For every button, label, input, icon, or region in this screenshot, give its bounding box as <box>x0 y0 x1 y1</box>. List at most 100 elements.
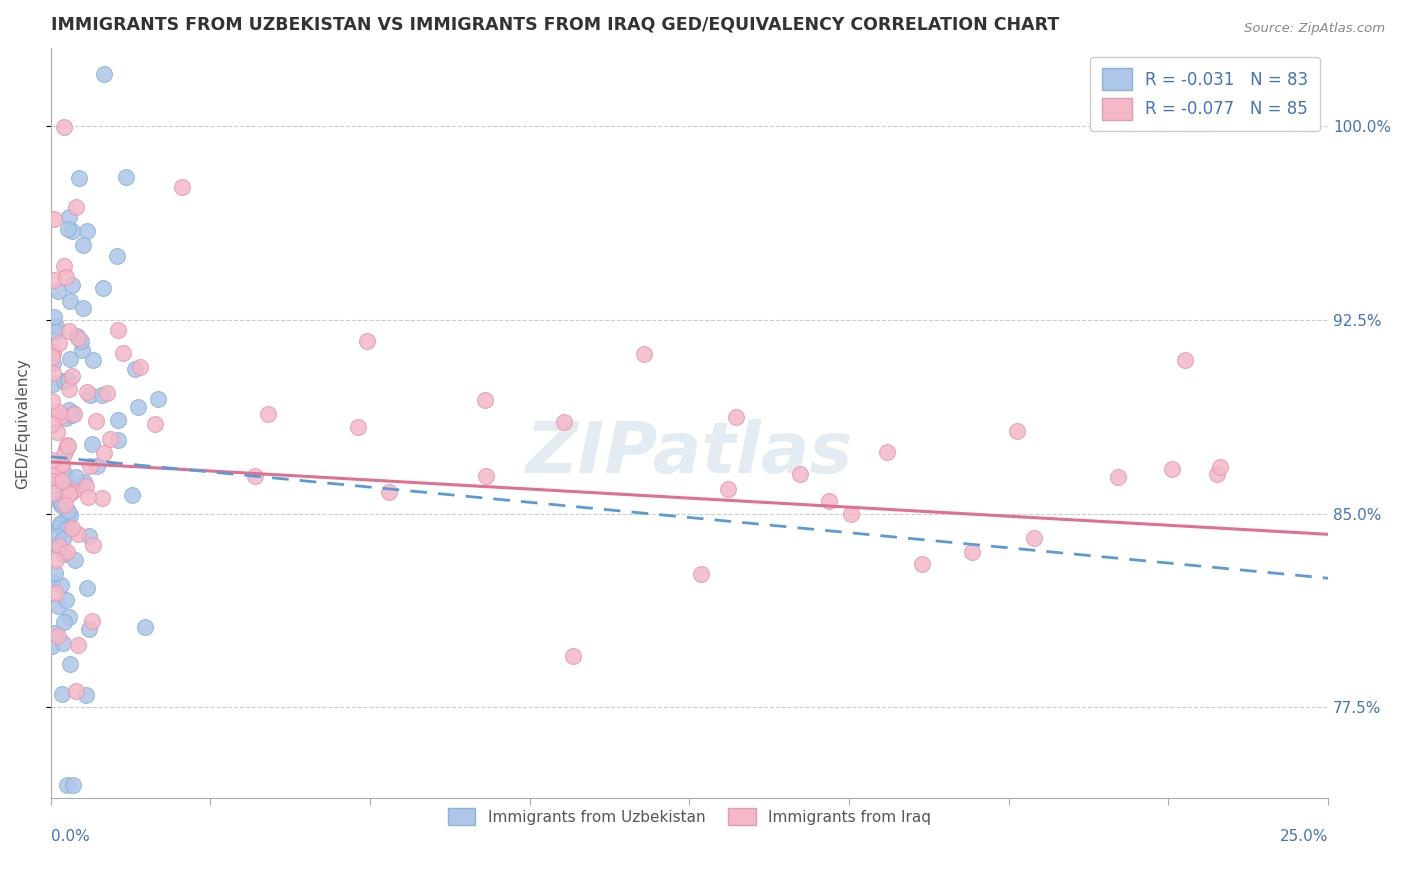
Point <box>346 419 368 434</box>
Point <box>911 558 934 572</box>
Point <box>45 552 67 566</box>
Point <box>70 343 93 358</box>
Point <box>58 211 80 225</box>
Point <box>245 469 267 483</box>
Point <box>65 200 87 214</box>
Point <box>72 238 94 252</box>
Point <box>51 516 73 530</box>
Point <box>1107 470 1129 484</box>
Point <box>75 688 97 702</box>
Point <box>46 425 69 439</box>
Legend: Immigrants from Uzbekistan, Immigrants from Iraq: Immigrants from Uzbekistan, Immigrants f… <box>441 802 936 831</box>
Point <box>44 566 66 581</box>
Y-axis label: GED/Equivalency: GED/Equivalency <box>15 358 30 489</box>
Point <box>51 474 73 488</box>
Point <box>111 346 134 360</box>
Point <box>76 490 98 504</box>
Point <box>82 538 104 552</box>
Point <box>93 67 115 81</box>
Point <box>49 520 72 534</box>
Point <box>58 657 80 671</box>
Point <box>41 367 63 381</box>
Point <box>124 361 146 376</box>
Point <box>98 433 121 447</box>
Point <box>41 640 63 654</box>
Point <box>474 392 496 407</box>
Point <box>59 293 82 308</box>
Point <box>45 326 67 340</box>
Point <box>58 504 80 518</box>
Point <box>91 388 114 402</box>
Point <box>725 409 748 424</box>
Point <box>55 410 77 425</box>
Point <box>52 374 75 388</box>
Point <box>52 532 75 546</box>
Point <box>48 529 70 543</box>
Point <box>93 446 115 460</box>
Point <box>62 778 84 792</box>
Point <box>58 487 80 501</box>
Point <box>55 467 77 482</box>
Point <box>60 521 83 535</box>
Point <box>49 496 72 510</box>
Point <box>378 484 401 499</box>
Point <box>41 417 63 432</box>
Point <box>56 222 79 236</box>
Point <box>49 409 72 423</box>
Point <box>44 475 66 489</box>
Point <box>256 407 278 421</box>
Point <box>1005 424 1028 438</box>
Point <box>553 415 575 429</box>
Text: 25.0%: 25.0% <box>1279 829 1329 844</box>
Point <box>65 329 87 343</box>
Point <box>56 438 79 452</box>
Point <box>42 310 65 325</box>
Point <box>48 495 70 509</box>
Point <box>51 688 73 702</box>
Point <box>55 593 77 607</box>
Point <box>76 582 98 596</box>
Point <box>44 626 66 640</box>
Point <box>1161 461 1184 475</box>
Point <box>56 479 79 493</box>
Point <box>67 170 90 185</box>
Point <box>41 452 63 467</box>
Point <box>1208 460 1230 475</box>
Point <box>76 385 98 400</box>
Point <box>689 566 711 581</box>
Point <box>49 517 72 532</box>
Point <box>80 437 103 451</box>
Point <box>53 498 76 512</box>
Point <box>86 458 108 473</box>
Point <box>72 301 94 315</box>
Point <box>44 467 66 482</box>
Point <box>55 442 77 456</box>
Point <box>633 347 655 361</box>
Point <box>65 470 87 484</box>
Point <box>41 575 63 590</box>
Point <box>53 547 76 561</box>
Point <box>717 482 740 496</box>
Point <box>48 335 70 350</box>
Point <box>44 537 66 551</box>
Point <box>1174 353 1197 368</box>
Point <box>52 120 75 135</box>
Point <box>58 324 80 338</box>
Point <box>121 488 143 502</box>
Point <box>96 386 118 401</box>
Point <box>42 345 65 359</box>
Point <box>789 467 811 482</box>
Point <box>79 458 101 473</box>
Point <box>79 388 101 402</box>
Point <box>56 373 79 387</box>
Point <box>62 407 84 421</box>
Point <box>80 614 103 628</box>
Point <box>52 636 75 650</box>
Point <box>48 404 70 418</box>
Point <box>39 472 62 486</box>
Point <box>84 414 107 428</box>
Point <box>56 778 79 792</box>
Text: 0.0%: 0.0% <box>51 829 90 844</box>
Point <box>60 408 83 422</box>
Point <box>67 331 90 345</box>
